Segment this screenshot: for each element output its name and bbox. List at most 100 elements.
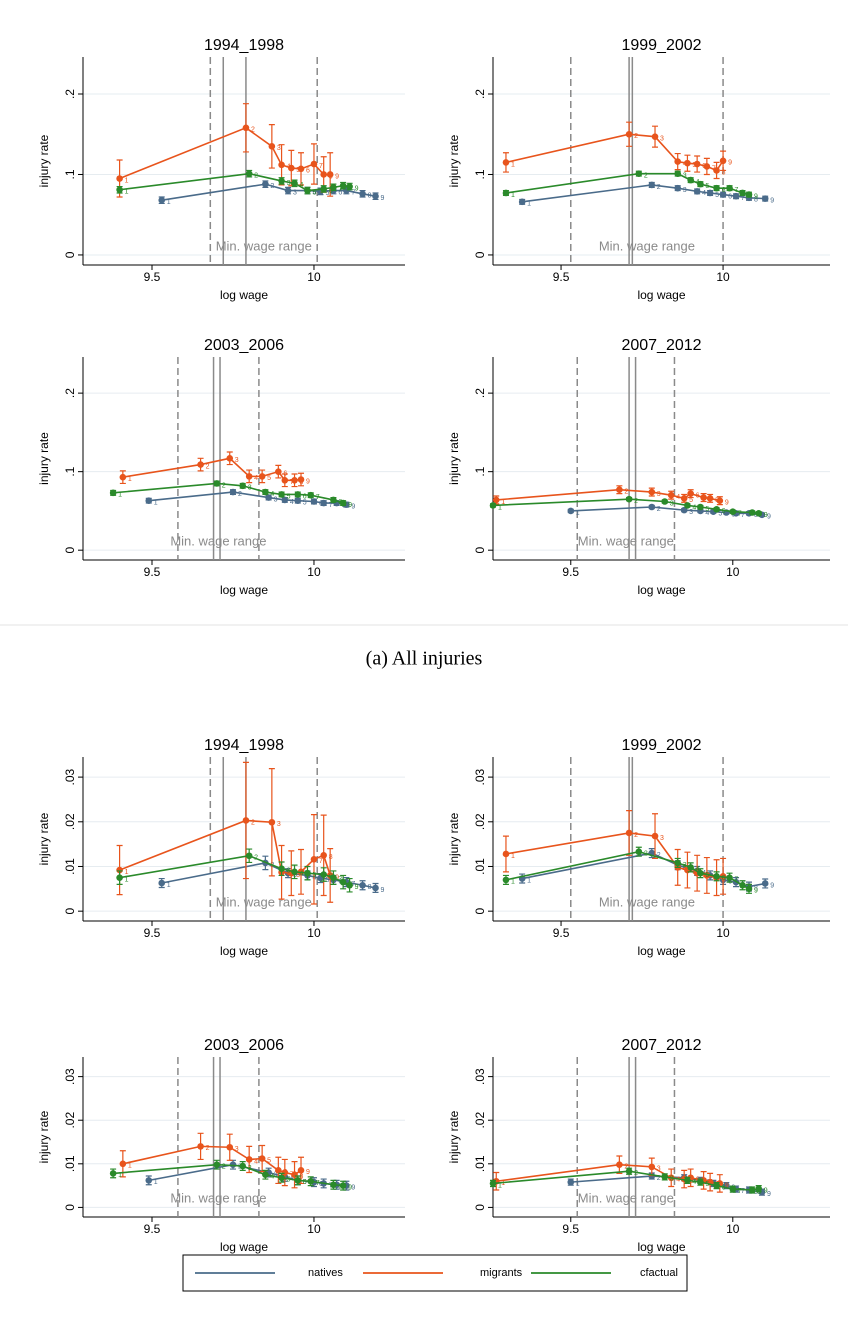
point-label: 6 — [722, 1184, 726, 1191]
point — [339, 182, 347, 190]
point-label: 2 — [634, 498, 638, 505]
point — [268, 818, 276, 826]
point-label: 7 — [338, 876, 342, 883]
point — [567, 507, 575, 515]
point-label: 6 — [303, 493, 307, 500]
point — [262, 180, 269, 188]
point-label: 3 — [277, 821, 281, 828]
point-label: 8 — [754, 512, 758, 519]
point-label: 5 — [325, 190, 329, 197]
point — [684, 159, 691, 167]
y-axis-title: injury rate — [37, 812, 51, 865]
point — [745, 885, 753, 893]
point — [693, 188, 701, 195]
point-label: 4 — [270, 491, 274, 498]
point-label: 7 — [735, 187, 739, 194]
point — [258, 1155, 266, 1162]
point — [745, 191, 753, 198]
point-label: 4 — [270, 1174, 274, 1181]
point-label: 5 — [718, 511, 722, 518]
point-label: 1 — [498, 504, 502, 511]
y-tick-label: .02 — [63, 1112, 77, 1129]
point — [307, 491, 315, 499]
point — [761, 880, 769, 887]
point — [307, 1177, 315, 1185]
point — [726, 184, 733, 192]
point — [339, 1182, 347, 1189]
point-label: 5 — [303, 500, 307, 507]
point — [310, 160, 318, 168]
point-label: 2 — [222, 482, 226, 489]
point — [310, 498, 318, 505]
point — [372, 192, 379, 200]
point — [226, 455, 234, 462]
y-tick-label: 0 — [63, 1204, 77, 1211]
point — [726, 874, 733, 881]
point-label: 3 — [657, 1166, 661, 1173]
point — [339, 878, 347, 886]
panel-title: 2003_2006 — [204, 337, 284, 354]
point-label: 3 — [235, 1146, 239, 1153]
point-label: 1 — [128, 1163, 132, 1170]
point — [339, 499, 347, 507]
point — [700, 494, 707, 501]
point — [119, 473, 127, 481]
point-label: 8 — [754, 885, 758, 892]
point — [739, 189, 746, 197]
y-tick-label: .03 — [63, 1068, 77, 1085]
point-label: 9 — [335, 874, 339, 881]
point-label: 2 — [657, 1175, 661, 1182]
caption: (a) All injuries — [366, 648, 483, 670]
y-tick-label: .02 — [473, 1112, 487, 1129]
point — [502, 850, 510, 858]
x-tick-label: 10 — [716, 270, 730, 284]
point-label: 3 — [683, 862, 687, 869]
point — [648, 488, 656, 496]
point — [281, 496, 289, 504]
point-label: 2 — [634, 832, 638, 839]
point-label: 4 — [702, 190, 706, 197]
point-label: 3 — [287, 180, 291, 187]
y-axis-title: injury rate — [37, 134, 51, 187]
x-tick-label: 9.5 — [144, 1222, 161, 1236]
point — [502, 189, 510, 197]
x-tick-label: 9.5 — [144, 270, 161, 284]
point-label: 3 — [683, 173, 687, 180]
point — [239, 1162, 247, 1170]
point-label: 4 — [300, 182, 304, 189]
point-label: 1 — [125, 189, 129, 196]
y-tick-label: .1 — [473, 169, 487, 179]
y-axis-title: injury rate — [447, 432, 461, 485]
point — [275, 468, 282, 475]
point-label: 2 — [634, 1170, 638, 1177]
point-label: 2 — [254, 855, 258, 862]
point — [326, 171, 334, 178]
x-axis-title: log wage — [637, 583, 685, 597]
legend-label: cfactual — [640, 1267, 678, 1279]
y-axis-title: injury rate — [447, 134, 461, 187]
point — [674, 184, 682, 192]
point — [616, 486, 623, 494]
point-label: 2 — [657, 184, 661, 191]
point — [213, 480, 221, 487]
x-tick-label: 9.5 — [144, 565, 161, 579]
point — [667, 491, 675, 499]
point-label: 4 — [676, 1177, 680, 1184]
x-tick-label: 10 — [307, 270, 321, 284]
point — [320, 852, 327, 859]
point-label: 5 — [296, 872, 300, 879]
point — [258, 473, 266, 480]
point — [320, 871, 327, 878]
point — [625, 495, 633, 503]
x-tick-label: 10 — [307, 926, 321, 940]
point — [304, 187, 311, 194]
x-axis-title: log wage — [637, 944, 685, 958]
y-tick-label: 0 — [473, 908, 487, 915]
point-label: 6 — [696, 1177, 700, 1184]
point — [687, 864, 694, 871]
point-label: 6 — [696, 492, 700, 499]
legend-label: natives — [308, 1267, 343, 1279]
point-label: 2 — [634, 133, 638, 140]
y-tick-label: 0 — [473, 1204, 487, 1211]
point-label: 7 — [351, 189, 355, 196]
